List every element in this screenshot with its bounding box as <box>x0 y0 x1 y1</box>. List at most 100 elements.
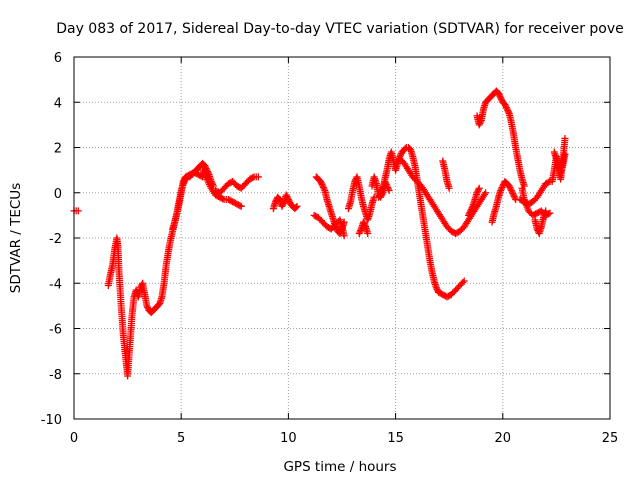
data-point <box>278 202 286 210</box>
data-point <box>497 186 505 194</box>
data-point <box>254 173 262 181</box>
data-point <box>542 207 550 215</box>
data-point <box>382 180 390 188</box>
data-point <box>320 185 328 193</box>
series-arc-0 <box>70 207 82 215</box>
data-point <box>384 183 392 191</box>
y-tick-label: 6 <box>54 51 62 66</box>
data-point <box>384 185 392 193</box>
series-arc-12 <box>392 144 468 301</box>
data-point <box>497 185 505 193</box>
data-point <box>473 189 481 197</box>
x-tick-label: 0 <box>70 431 78 446</box>
data-point <box>497 95 505 103</box>
y-tick-label: -10 <box>41 413 62 428</box>
data-point <box>432 284 440 292</box>
data-point <box>74 207 82 215</box>
y-axis-label: SDTVAR / TECUs <box>8 183 24 293</box>
data-point <box>503 105 511 113</box>
data-point <box>319 182 327 190</box>
chart-title: Day 083 of 2017, Sidereal Day-to-day VTE… <box>56 21 624 37</box>
data-point <box>144 303 152 311</box>
series-arc-17 <box>488 177 520 226</box>
data-point <box>464 211 472 219</box>
y-tick-label: 4 <box>54 96 62 111</box>
data-point <box>475 121 483 129</box>
series-arc-16 <box>473 87 528 190</box>
data-point <box>397 151 405 159</box>
data-point <box>510 193 518 201</box>
data-point <box>475 184 483 192</box>
y-tick-label: -8 <box>49 368 62 383</box>
data-point <box>466 208 474 216</box>
data-point <box>383 182 391 190</box>
data-point <box>317 179 325 187</box>
data-point <box>359 218 367 226</box>
series-arc-5 <box>269 191 301 213</box>
y-tick-label: 0 <box>54 187 62 202</box>
data-point <box>511 194 519 202</box>
data-point <box>504 107 512 115</box>
data-point <box>219 195 227 203</box>
series-arc-9 <box>355 218 372 237</box>
data-point <box>356 228 364 236</box>
data-point <box>509 190 517 198</box>
data-point <box>502 102 510 110</box>
data-point <box>467 205 475 213</box>
data-point <box>508 188 516 196</box>
data-point <box>477 118 485 126</box>
data-point <box>381 177 389 185</box>
data-point <box>497 94 505 102</box>
data-point <box>279 201 287 209</box>
data-point <box>283 193 291 201</box>
data-point <box>468 204 476 212</box>
series-arc-1 <box>104 159 217 380</box>
series-arc-22 <box>550 148 569 176</box>
x-tick-label: 25 <box>602 431 619 446</box>
x-tick-label: 10 <box>280 431 297 446</box>
data-point <box>237 202 245 210</box>
data-point <box>506 183 514 191</box>
data-point <box>460 277 468 285</box>
data-point <box>501 101 509 109</box>
data-point <box>445 184 453 192</box>
data-point <box>201 162 209 170</box>
data-point <box>505 108 513 116</box>
data-point <box>496 92 504 100</box>
y-tick-label: 2 <box>54 142 62 157</box>
data-point <box>292 203 300 211</box>
y-tick-label: -6 <box>49 323 62 338</box>
data-point <box>236 202 244 210</box>
data-point <box>385 186 393 194</box>
series-arc-14 <box>439 157 453 192</box>
y-tick-label: -2 <box>49 232 62 247</box>
data-point <box>279 199 287 207</box>
grid <box>74 57 610 419</box>
data-point <box>319 183 327 191</box>
data-point <box>317 177 325 185</box>
data-point <box>561 150 569 158</box>
axes: 0 5 10 15 20 25 -10 -8 -6 -4 -2 0 2 4 6 <box>41 51 619 446</box>
data-point <box>498 183 506 191</box>
x-axis-label: GPS time / hours <box>283 459 396 475</box>
series-arc-7 <box>310 211 348 240</box>
x-tick-label: 15 <box>387 431 404 446</box>
data-points <box>70 87 569 380</box>
data-point <box>361 221 369 229</box>
data-point <box>285 197 293 205</box>
data-point <box>318 180 326 188</box>
data-point <box>355 229 363 237</box>
data-point <box>476 119 484 127</box>
data-point <box>499 182 507 190</box>
series-arc-3 <box>199 166 245 210</box>
series-arc-11 <box>374 177 393 201</box>
data-point <box>545 178 553 186</box>
data-point <box>382 179 390 187</box>
data-point <box>561 134 569 142</box>
data-point <box>179 177 187 185</box>
series-arc-2 <box>169 168 207 233</box>
plot-frame <box>73 56 611 420</box>
data-point <box>284 196 292 204</box>
data-point <box>459 278 467 286</box>
data-point <box>433 285 441 293</box>
